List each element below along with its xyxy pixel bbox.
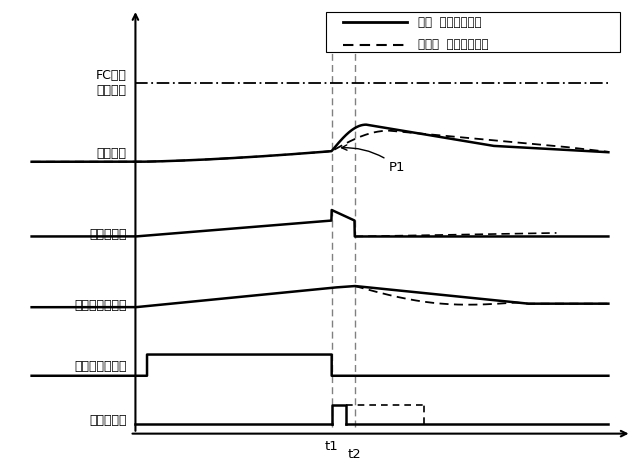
Text: スロットル開度: スロットル開度 [74,360,127,372]
Text: エンジン回転数: エンジン回転数 [74,298,127,312]
Text: FC禁止
温度閾値: FC禁止 温度閾値 [96,69,127,97]
Text: 燃料噴射量: 燃料噴射量 [90,228,127,241]
Text: 燃料カット: 燃料カット [90,414,127,428]
Text: t1: t1 [324,440,339,453]
Text: P1: P1 [342,145,406,173]
Text: 本発明  触媒推定温度: 本発明 触媒推定温度 [418,38,488,51]
Text: 触媒温度: 触媒温度 [97,147,127,161]
FancyBboxPatch shape [326,12,620,52]
Text: t2: t2 [348,448,362,461]
Text: 従来  触媒推定温度: 従来 触媒推定温度 [418,16,481,28]
